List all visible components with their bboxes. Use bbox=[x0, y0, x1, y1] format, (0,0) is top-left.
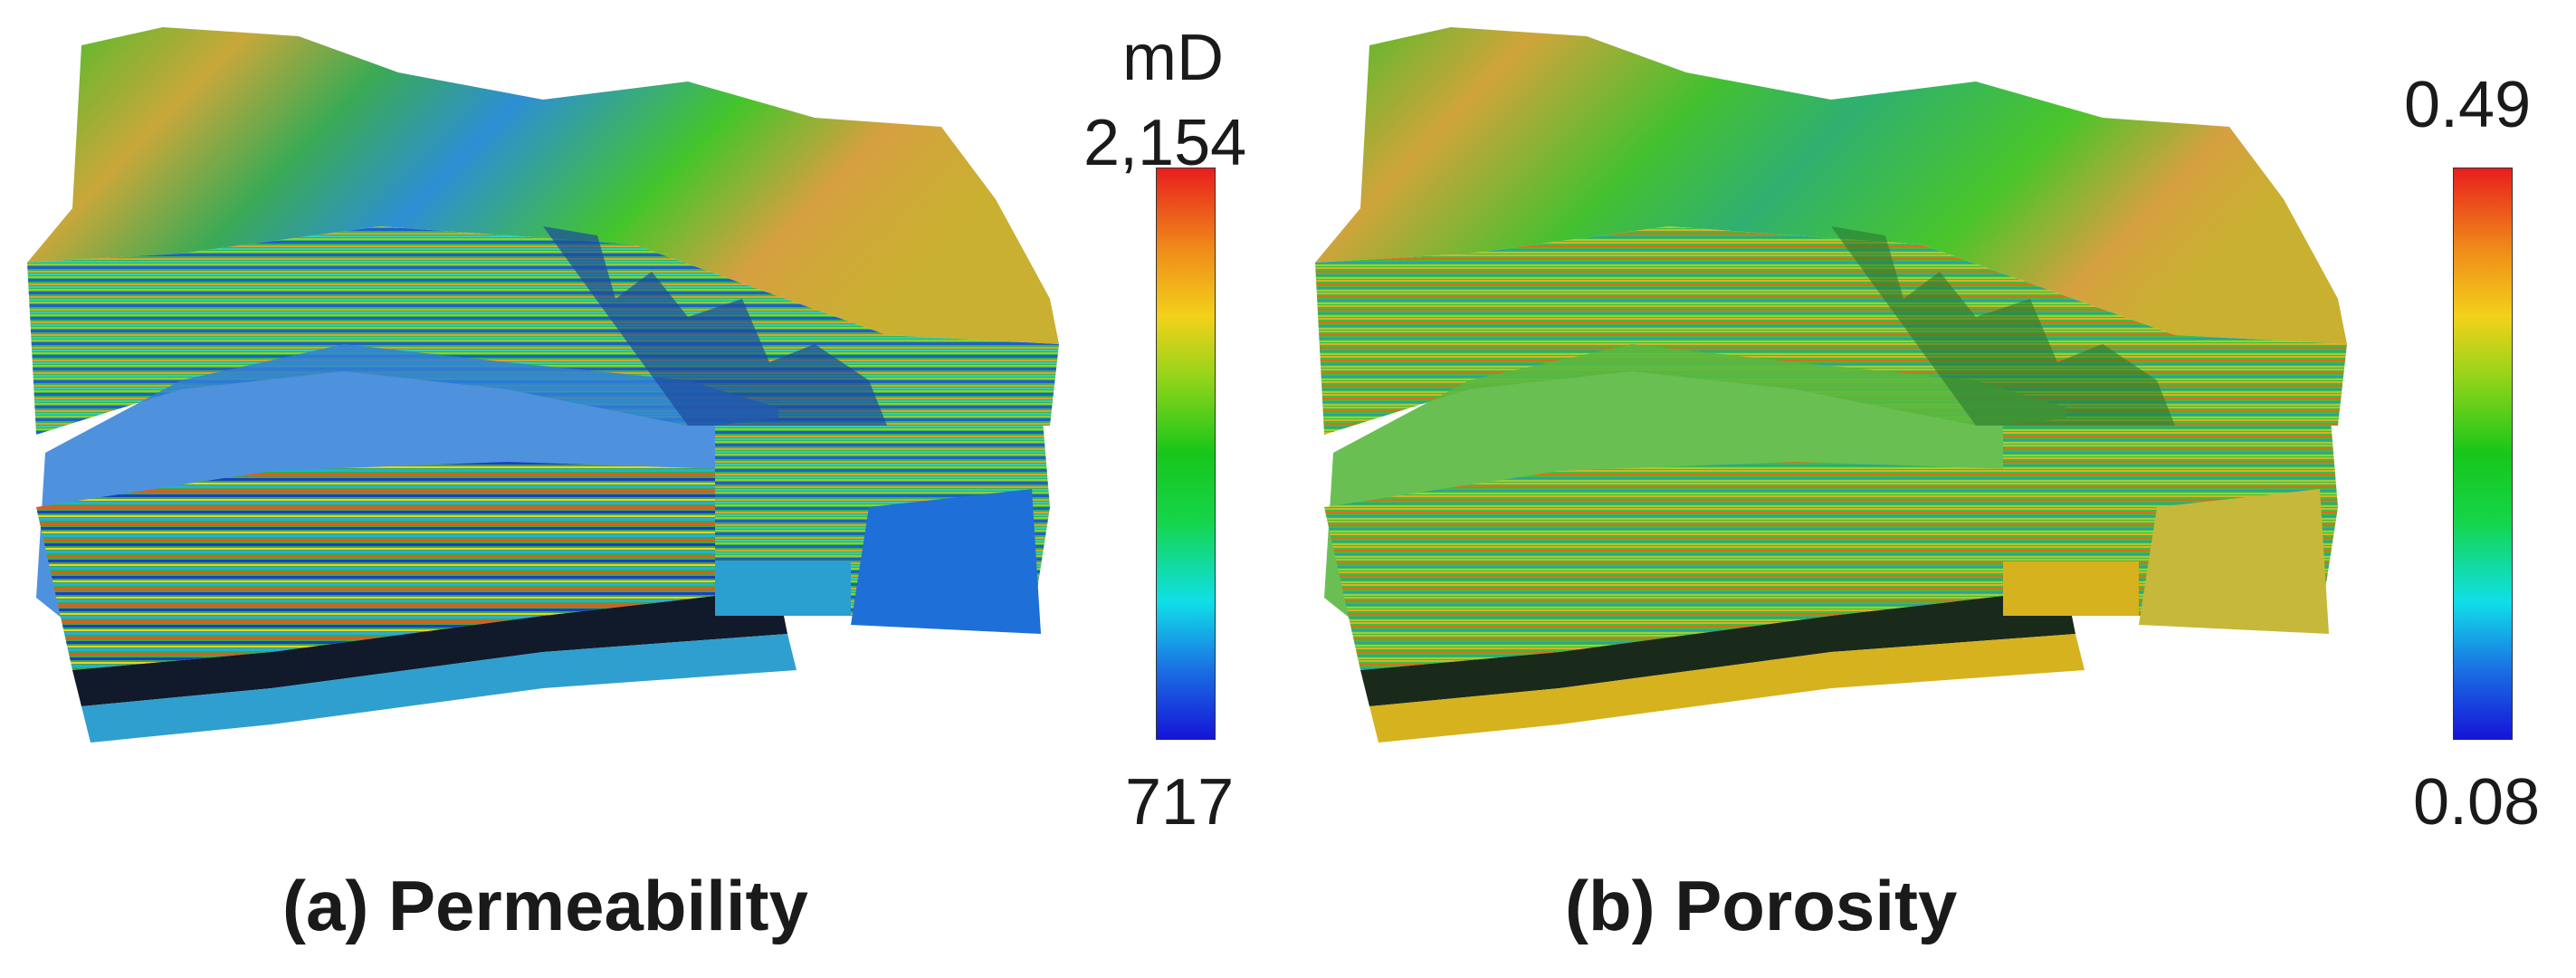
panel-porosity: 0.49 0.08 (b) Porosity bbox=[1288, 0, 2576, 978]
panel-caption: (b) Porosity bbox=[1565, 866, 1958, 945]
colorbar-min-label: 717 bbox=[1125, 766, 1235, 839]
colorbar bbox=[2453, 168, 2513, 740]
panel-permeability: mD 2,154 717 (a) Permeability bbox=[27, 22, 1247, 945]
colorbar-max-label: 0.49 bbox=[2404, 69, 2532, 141]
colorbar bbox=[1156, 168, 1216, 740]
colorbar-max-label: 2,154 bbox=[1083, 107, 1247, 179]
reservoir-model-porosity bbox=[1315, 27, 2347, 743]
reservoir-model-permeability bbox=[27, 27, 1059, 743]
panel-caption: (a) Permeability bbox=[282, 866, 808, 945]
colorbar-min-label: 0.08 bbox=[2413, 766, 2541, 839]
colorbar-unit: mD bbox=[1122, 22, 1224, 94]
